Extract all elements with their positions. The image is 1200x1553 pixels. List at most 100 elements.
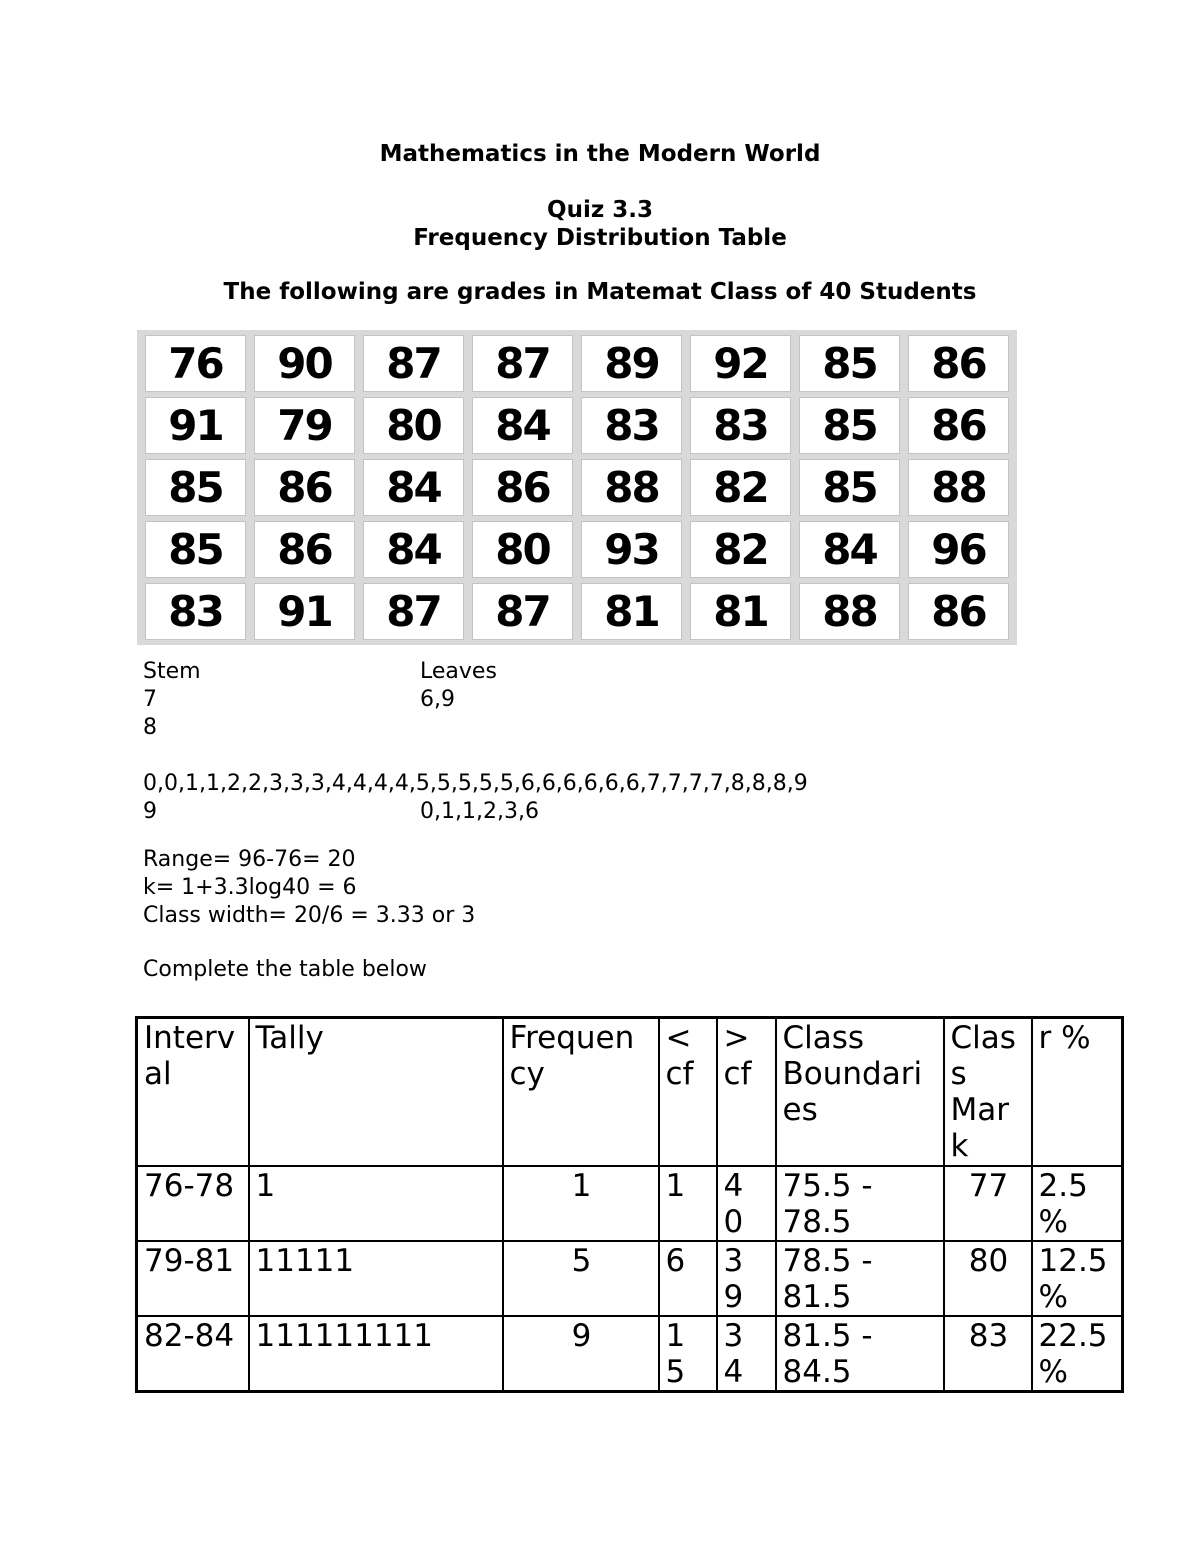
calc-line: Class width= 20/6 = 3.33 or 3 (143, 903, 476, 928)
grade-cell: 76 (145, 335, 246, 392)
freq-cell: 3 9 (715, 1239, 777, 1317)
grade-cell: 82 (690, 459, 791, 516)
quiz-label: Quiz 3.3 (547, 197, 653, 223)
grades-grid: 76 90 87 87 89 92 85 86 91 79 80 84 83 83 85 86 85 86 84 86… (137, 330, 1017, 645)
grade-cell: 79 (254, 397, 355, 454)
freq-row: 79-81 11111 5 6 3 9 78.5 - 81.5 80 12.5 % (135, 1239, 1124, 1317)
grades-grid-row: 76 90 87 87 89 92 85 86 (145, 335, 1009, 392)
grade-cell: 85 (799, 397, 900, 454)
stem-value: 8 (143, 715, 157, 740)
freq-cell: 6 (657, 1239, 718, 1317)
grade-cell: 88 (581, 459, 682, 516)
grade-cell: 84 (799, 521, 900, 578)
stem-value: 9 (143, 799, 157, 824)
stem-leaf-line: 0,0,1,1,2,2,3,3,3,4,4,4,4,5,5,5,5,5,6,6,… (143, 770, 808, 798)
freq-cell: 77 (942, 1164, 1033, 1242)
grade-cell: 91 (254, 583, 355, 640)
freq-header-cell: Class Boundari es (774, 1016, 945, 1167)
grade-cell: 96 (908, 521, 1009, 578)
grades-grid-row: 85 86 84 86 88 82 85 88 (145, 459, 1009, 516)
doc-title: Mathematics in the Modern World (379, 141, 821, 167)
grades-grid-image: 76 90 87 87 89 92 85 86 91 79 80 84 83 83 85 86 85 86 84 86… (137, 330, 1017, 645)
grade-cell: 86 (472, 459, 573, 516)
frequency-table-wrap: Interv al Tally Frequen cy < cf > cf Class Bo… (135, 1016, 1124, 1393)
freq-cell: 81.5 - 84.5 (774, 1314, 945, 1392)
grade-cell: 86 (908, 583, 1009, 640)
freq-header-cell: r % (1030, 1016, 1124, 1167)
grade-cell: 89 (581, 335, 682, 392)
grade-cell: 85 (145, 521, 246, 578)
grade-cell: 80 (472, 521, 573, 578)
freq-cell: 4 0 (715, 1164, 777, 1242)
freq-cell: 82-84 (135, 1314, 250, 1392)
freq-cell: 12.5 % (1030, 1239, 1124, 1317)
freq-cell: 2.5 % (1030, 1164, 1124, 1242)
freq-cell: 80 (942, 1239, 1033, 1317)
grade-cell: 80 (363, 397, 464, 454)
freq-header-cell: > cf (715, 1016, 777, 1167)
doc-subtitle: Frequency Distribution Table (413, 225, 787, 251)
grade-cell: 90 (254, 335, 355, 392)
freq-cell: 1 (501, 1164, 660, 1242)
grade-cell: 88 (799, 583, 900, 640)
grade-cell: 84 (472, 397, 573, 454)
grades-grid-row: 85 86 84 80 93 82 84 96 (145, 521, 1009, 578)
grade-cell: 86 (254, 459, 355, 516)
freq-cell: 83 (942, 1314, 1033, 1392)
intro-text: The following are grades in Matemat Clas… (223, 279, 977, 305)
freq-header-cell: Frequen cy (501, 1016, 660, 1167)
grade-cell: 92 (690, 335, 791, 392)
table-prompt: Complete the table below (143, 957, 427, 982)
freq-cell: 79-81 (135, 1239, 250, 1317)
grade-cell: 87 (472, 583, 573, 640)
stem-leaf-line: Stem Leaves (143, 658, 808, 686)
freq-cell: 1 (657, 1164, 718, 1242)
leaves-value: 0,0,1,1,2,2,3,3,3,4,4,4,4,5,5,5,5,5,6,6,… (143, 771, 808, 796)
frequency-table: Interv al Tally Frequen cy < cf > cf Class Bo… (135, 1016, 1124, 1393)
grade-cell: 85 (799, 335, 900, 392)
grades-grid-body: 76 90 87 87 89 92 85 86 91 79 80 84 83 83 85 86 85 86 84 86… (145, 335, 1009, 640)
stem-leaf-section: Stem Leaves 7 6,9 8 0,0,1,1,2,2,3,3,3,4,4,4,4… (143, 658, 808, 826)
grade-cell: 87 (472, 335, 573, 392)
freq-cell: 76-78 (135, 1164, 250, 1242)
stem-leaf-line: 8 (143, 714, 808, 742)
grade-cell: 87 (363, 583, 464, 640)
grade-cell: 86 (254, 521, 355, 578)
calculations-section: Range= 96-76= 20 k= 1+3.3log40 = 6 Class w… (143, 846, 475, 930)
freq-cell: 1 (247, 1164, 504, 1242)
grade-cell: 83 (145, 583, 246, 640)
freq-cell: 1 5 (657, 1314, 718, 1392)
leaves-value: 0,1,1,2,3,6 (420, 799, 539, 824)
freq-cell: 9 (501, 1314, 660, 1392)
freq-header-row: Interv al Tally Frequen cy < cf > cf Class Bo… (135, 1016, 1124, 1167)
freq-header-cell: < cf (657, 1016, 718, 1167)
grade-cell: 91 (145, 397, 246, 454)
frequency-table-body: Interv al Tally Frequen cy < cf > cf Class Bo… (135, 1016, 1124, 1392)
freq-header-cell: Clas s Mar k (942, 1016, 1033, 1167)
freq-cell: 22.5 % (1030, 1314, 1124, 1392)
stem-value: Stem (143, 659, 201, 684)
grade-cell: 85 (145, 459, 246, 516)
freq-cell: 111111111 (247, 1314, 504, 1392)
grade-cell: 84 (363, 521, 464, 578)
grade-cell: 86 (908, 397, 1009, 454)
grade-cell: 86 (908, 335, 1009, 392)
freq-cell: 78.5 - 81.5 (774, 1239, 945, 1317)
grades-grid-row: 91 79 80 84 83 83 85 86 (145, 397, 1009, 454)
grade-cell: 82 (690, 521, 791, 578)
freq-cell: 75.5 - 78.5 (774, 1164, 945, 1242)
freq-cell: 3 4 (715, 1314, 777, 1392)
grade-cell: 81 (581, 583, 682, 640)
grades-grid-row: 83 91 87 87 81 81 88 86 (145, 583, 1009, 640)
leaves-value: Leaves (420, 659, 497, 684)
calc-line: k= 1+3.3log40 = 6 (143, 875, 357, 900)
calc-line: Range= 96-76= 20 (143, 847, 356, 872)
freq-cell: 11111 (247, 1239, 504, 1317)
grade-cell: 93 (581, 521, 682, 578)
stem-leaf-line: 9 0,1,1,2,3,6 (143, 798, 808, 826)
stem-leaf-line: 7 6,9 (143, 686, 808, 714)
grade-cell: 83 (690, 397, 791, 454)
grade-cell: 88 (908, 459, 1009, 516)
